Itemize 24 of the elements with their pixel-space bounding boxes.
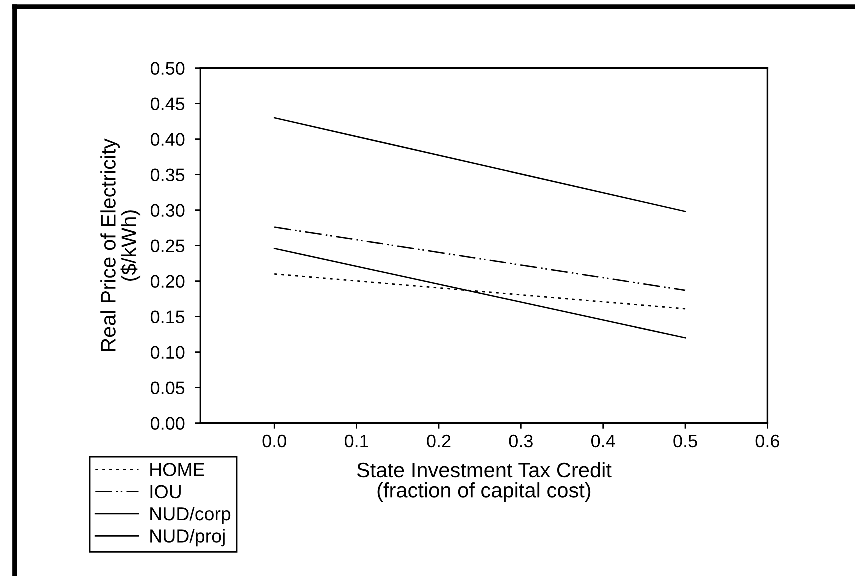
y-tick-label: 0.10 [150,346,185,360]
y-tick-label: 0.50 [150,62,185,76]
legend-label: IOU [150,485,181,499]
legend-label: NUD/proj [150,529,225,547]
x-tick-label: 0.5 [674,434,698,448]
x-tick-label: 0.3 [509,434,533,448]
x-tick-label: 0.4 [592,434,616,448]
legend-label: HOME [150,463,205,476]
y-tick-label: 0.05 [150,382,185,395]
y-tick-label: 0.25 [150,240,185,253]
y-axis-title: Real Price of Electricity ($/kWh) [100,138,141,352]
y-tick-label: 0.20 [150,275,185,288]
x-axis-title: State Investment Tax Credit (fraction of capital cost) [357,462,612,502]
y-tick-label: 0.30 [150,204,185,218]
x-tick-label: 0.1 [344,434,368,448]
y-tick-label: 0.00 [150,417,185,430]
y-tick-label: 0.35 [150,168,185,182]
x-tick-label: 0.0 [262,434,286,448]
y-tick-label: 0.45 [150,98,185,111]
y-tick-label: 0.15 [150,310,185,324]
x-tick-label: 0.2 [427,434,451,448]
y-tick-label: 0.40 [150,133,185,146]
legend-label: NUD/corp [150,506,231,524]
x-tick-label: 0.6 [756,434,780,448]
